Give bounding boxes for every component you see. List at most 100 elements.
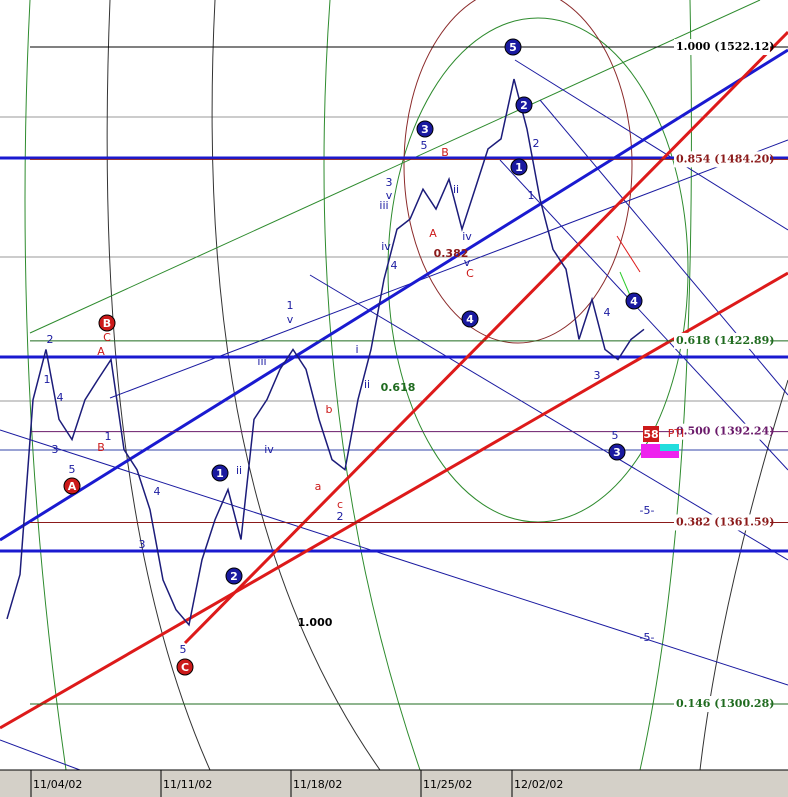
fib-arc bbox=[699, 379, 788, 771]
wave-label: 4 bbox=[391, 259, 398, 272]
wave-circle bbox=[510, 158, 528, 176]
wave-label: i bbox=[355, 343, 358, 356]
fib-arc bbox=[639, 0, 692, 771]
wave-label: 4 bbox=[630, 295, 638, 308]
wave-label: 58 bbox=[643, 428, 658, 441]
pti-badge bbox=[643, 426, 659, 442]
wave-label: A bbox=[429, 227, 437, 240]
x-tick-label: 11/18/02 bbox=[293, 778, 342, 791]
wave-label: a bbox=[315, 480, 322, 493]
x-tick-label: 11/25/02 bbox=[423, 778, 472, 791]
wave-label: 2 bbox=[47, 333, 54, 346]
trend-line bbox=[29, 0, 761, 334]
wave-label: 3 bbox=[52, 443, 59, 456]
fib-label-bg bbox=[674, 332, 770, 349]
wave-label: 3 bbox=[386, 176, 393, 189]
wave-label: ii bbox=[453, 183, 459, 196]
wave-label: iii bbox=[257, 355, 266, 368]
wave-label: C bbox=[181, 661, 189, 674]
trend-line bbox=[0, 429, 788, 686]
wave-circle bbox=[461, 310, 479, 328]
fib-label-bg bbox=[674, 151, 770, 168]
wave-label: c bbox=[337, 498, 343, 511]
trend-line bbox=[309, 274, 788, 561]
fib-arc bbox=[211, 0, 381, 771]
wave-label: 1 bbox=[44, 373, 51, 386]
x-tick-label: 12/02/02 bbox=[514, 778, 563, 791]
wave-label: 4 bbox=[154, 485, 161, 498]
wave-label: iii bbox=[379, 199, 388, 212]
wave-label: 1 bbox=[528, 189, 535, 202]
trend-line bbox=[514, 59, 788, 231]
fib-label: 0.382 (1361.59) bbox=[676, 515, 774, 528]
trend-line bbox=[499, 159, 788, 471]
wave-label: 4 bbox=[604, 306, 611, 319]
fib-label: 0.146 (1300.28) bbox=[676, 697, 774, 710]
fib-ellipse bbox=[403, 0, 633, 344]
fib-label-bg bbox=[674, 423, 770, 440]
wave-label: 5 bbox=[509, 41, 517, 54]
wave-label: b bbox=[326, 403, 333, 416]
wave-label: 3 bbox=[421, 123, 429, 136]
wave-label: A bbox=[68, 480, 77, 493]
fib-arc bbox=[106, 0, 211, 771]
wave-label: 1 bbox=[287, 299, 294, 312]
wave-circle bbox=[608, 443, 626, 461]
fib-label: 0.618 (1422.89) bbox=[676, 334, 774, 347]
wave-label: 0.618 bbox=[381, 381, 416, 394]
wave-label: ii bbox=[364, 378, 370, 391]
wave-circle bbox=[98, 314, 116, 332]
wave-label: 5 bbox=[421, 139, 428, 152]
wave-label: C bbox=[466, 267, 474, 280]
wave-circle bbox=[225, 567, 243, 585]
wave-circle bbox=[211, 464, 229, 482]
wave-label: ii bbox=[236, 464, 242, 477]
wave-label: 3 bbox=[613, 446, 621, 459]
trend-line bbox=[0, 739, 81, 771]
x-tick-label: 11/04/02 bbox=[33, 778, 82, 791]
fib-label-bg bbox=[674, 696, 770, 713]
plot-background bbox=[0, 0, 788, 770]
wave-label: 1 bbox=[216, 467, 224, 480]
wave-label: 2 bbox=[520, 99, 528, 112]
wave-label: v bbox=[287, 313, 294, 326]
fib-label-bg bbox=[674, 514, 770, 531]
fib-arc bbox=[24, 0, 71, 797]
fib-label: 1.000 (1522.12) bbox=[676, 40, 774, 53]
price bbox=[6, 78, 645, 627]
wave-circle bbox=[504, 38, 522, 56]
wave-label: 1 bbox=[105, 430, 112, 443]
wave-label: -5- bbox=[640, 631, 655, 644]
wave-label: iv bbox=[462, 230, 472, 243]
wave-label: v bbox=[464, 256, 471, 269]
date-labels: 11/04/02 11/11/02 11/18/02 11/25/02 12/02/02 bbox=[30, 770, 563, 797]
wave-label: -5- bbox=[640, 504, 655, 517]
wave-circle bbox=[176, 658, 194, 676]
wave-label: 4 bbox=[57, 391, 64, 404]
wave-label: B bbox=[103, 317, 111, 330]
trend-channel bbox=[0, 271, 788, 730]
pti-box bbox=[660, 444, 679, 451]
wave-label: 2 bbox=[230, 570, 238, 583]
wave-label: 4 bbox=[466, 313, 474, 326]
wave-label: C bbox=[103, 331, 111, 344]
fib-label: 0.500 (1392.24) bbox=[676, 425, 774, 438]
wave-label: 3 bbox=[139, 538, 146, 551]
wave-circle bbox=[625, 292, 643, 310]
fib-arc bbox=[323, 0, 421, 771]
wave-label: 5 bbox=[612, 429, 619, 442]
wave-circle bbox=[416, 120, 434, 138]
wave-label: 1.000 bbox=[298, 616, 333, 629]
wave-label: 3 bbox=[594, 369, 601, 382]
fib-label: 0.854 (1484.20) bbox=[676, 152, 774, 165]
wave-label: iv bbox=[381, 240, 391, 253]
wave-label: 5 bbox=[69, 463, 76, 476]
wave-label: 0.382 bbox=[434, 247, 469, 260]
wave-label: 2 bbox=[533, 137, 540, 150]
wave-label: 5 bbox=[180, 643, 187, 656]
wave-circle bbox=[63, 477, 81, 495]
trend-channel bbox=[183, 30, 788, 645]
wave-label: A bbox=[97, 345, 105, 358]
